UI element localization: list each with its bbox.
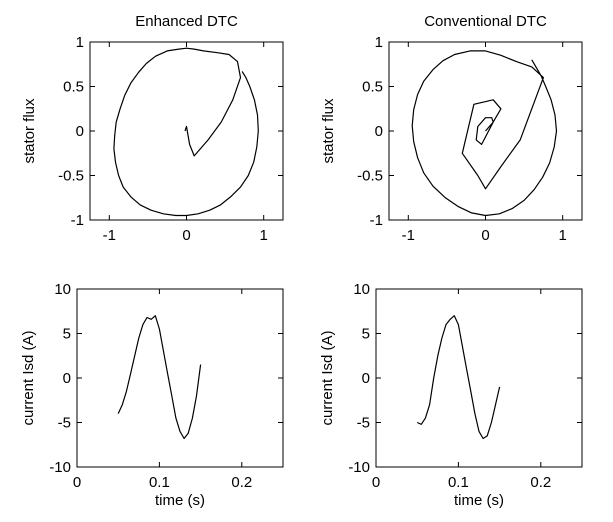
x-tick-label: 0.1	[448, 474, 469, 491]
y-tick-label: 1	[375, 34, 383, 51]
y-tick-label: 10	[353, 281, 370, 298]
chart-title: Conventional DTC	[424, 13, 547, 30]
x-axis-label: time (s)	[155, 492, 205, 509]
y-axis-label: stator flux	[21, 98, 38, 164]
y-tick-label: 0	[362, 370, 370, 387]
axis-frame	[76, 288, 284, 468]
y-tick-label: 0	[375, 123, 383, 140]
y-axis-label: current Isd (A)	[20, 330, 37, 425]
axis-frame	[89, 41, 284, 221]
y-tick-label: 10	[54, 281, 71, 298]
x-tick-label: 1	[559, 227, 567, 244]
series-line-1	[117, 315, 202, 440]
y-tick-label: -0.5	[357, 168, 383, 185]
x-tick-label: 0	[182, 227, 190, 244]
y-tick-label: -1	[370, 212, 383, 229]
x-tick-label: -1	[402, 227, 415, 244]
y-tick-label: -1	[71, 212, 84, 229]
x-tick-label: 0	[73, 474, 81, 491]
y-tick-label: 1	[76, 34, 84, 51]
y-axis-label: current Isd (A)	[319, 330, 336, 425]
y-tick-label: -10	[348, 459, 370, 476]
y-tick-label: 0	[76, 123, 84, 140]
subplot-3: 0 0.1 0.2 -10 -5 0 5 10 time (s) current Isd (A)	[20, 281, 284, 509]
x-tick-label: 1	[260, 227, 268, 244]
series-line-1	[411, 50, 558, 217]
axis-frame	[375, 288, 583, 468]
subplot-2: -1 0 1 -1 -0.5 0 0.5 1 Conventional DTC stator fl…	[320, 13, 583, 244]
series-line-1	[113, 47, 259, 217]
subplot-1: -1 0 1 -1 -0.5 0 0.5 1 Enhanced DTC stator flux	[21, 13, 284, 244]
y-tick-label: -0.5	[58, 168, 84, 185]
x-tick-label: 0.1	[149, 474, 170, 491]
x-tick-label: 0.2	[231, 474, 252, 491]
y-tick-label: 0.5	[63, 79, 84, 96]
x-tick-label: 0	[372, 474, 380, 491]
y-tick-label: 0	[63, 370, 71, 387]
x-tick-label: -1	[103, 227, 116, 244]
y-tick-label: -5	[357, 415, 370, 432]
subplot-4: 0 0.1 0.2 -10 -5 0 5 10 time (s) current Isd (A)	[319, 281, 583, 509]
y-tick-label: 0.5	[362, 79, 383, 96]
x-tick-label: 0.2	[530, 474, 551, 491]
x-tick-label: 0	[481, 227, 489, 244]
chart-title: Enhanced DTC	[135, 13, 238, 30]
x-axis-label: time (s)	[454, 492, 504, 509]
y-tick-label: 5	[362, 326, 370, 343]
series-line-1	[416, 315, 501, 440]
y-axis-label: stator flux	[320, 98, 337, 164]
y-tick-label: 5	[63, 326, 71, 343]
y-tick-label: -5	[58, 415, 71, 432]
y-tick-label: -10	[49, 459, 71, 476]
